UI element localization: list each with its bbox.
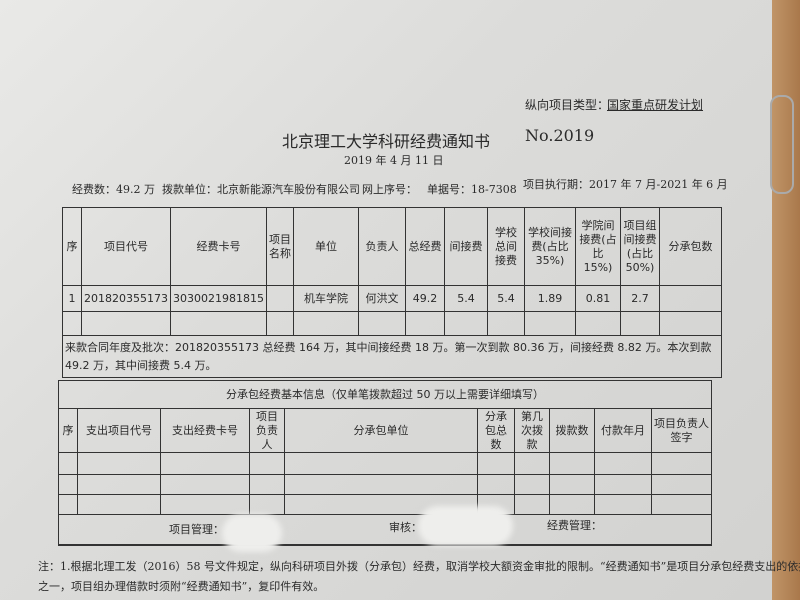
subcontract-title: 分承包经费基本信息（仅单笔拨款超过 50 万以上需要详细填写）	[58, 380, 712, 409]
finance-label: 经费管理：	[547, 519, 602, 532]
header-cell: 项目名称	[265, 207, 294, 286]
subcontract-table: 分承包经费基本信息（仅单笔拨款超过 50 万以上需要详细填写） 序 支出项目代号…	[58, 380, 712, 546]
execution-period: 项目执行期：2017 年 7 月-2021 年 6 月	[523, 178, 728, 191]
cell: 3030021981815	[169, 285, 267, 312]
header-cell: 支出经费卡号	[160, 408, 250, 453]
bill-number: 单据号：18-7308	[427, 183, 517, 196]
cell: 2.7	[619, 285, 660, 312]
header-cell: 付款年月	[594, 408, 652, 453]
header-cell: 支出项目代号	[77, 408, 161, 453]
header-cell: 学校总间接费	[486, 207, 525, 286]
table-header-row: 序 支出项目代号 支出经费卡号 项目负责人 分承包单位 分承包总数 第几次拨款 …	[58, 408, 712, 453]
empty-row	[62, 311, 723, 336]
redacted-signature	[222, 514, 282, 552]
online-number: 网上序号：	[362, 183, 417, 196]
header-cell: 经费卡号	[169, 207, 267, 286]
header-cell: 间接费	[443, 207, 488, 286]
project-type-value: 国家重点研发计划	[607, 98, 704, 112]
header-cell: 序	[62, 207, 82, 286]
funding-table: 序 项目代号 经费卡号 项目名称 单位 负责人 总经费 间接费 学校总间接费 学…	[62, 207, 723, 378]
review-label: 审核：	[389, 521, 422, 534]
header-cell: 项目负责人签字	[651, 408, 712, 453]
header-cell: 项目代号	[81, 207, 171, 286]
cell	[658, 285, 723, 312]
header-cell: 第几次拨款	[514, 408, 550, 453]
document-date: 2019 年 4 月 11 日	[344, 154, 444, 167]
cell: 201820355173	[81, 285, 171, 312]
header-cell: 学院间接费(占比 15%)	[574, 207, 621, 286]
header-cell: 单位	[292, 207, 359, 286]
footnote-line: 之一，项目组办理借款时须附“经费通知书”，复印件有效。	[38, 580, 325, 593]
project-type-label: 纵向项目类型：	[525, 98, 610, 112]
empty-row	[58, 494, 712, 515]
cell: 1.89	[523, 285, 576, 312]
document-title: 北京理工大学科研经费通知书	[282, 132, 491, 151]
footnote-line: 注：1.根据北理工发（2016）58 号文件规定，纵向科研项目外拨（分承包）经费…	[38, 560, 800, 573]
header-cell: 总经费	[404, 207, 445, 286]
header-cell: 负责人	[357, 207, 406, 286]
table-row: 1 201820355173 3030021981815 机车学院 何洪文 49…	[62, 285, 723, 312]
cell: 5.4	[443, 285, 488, 312]
header-cell: 学校间接费(占比 35%)	[523, 207, 576, 286]
header-cell: 分承包单位	[284, 408, 478, 453]
cell: 5.4	[486, 285, 525, 312]
project-management-label: 项目管理：	[169, 523, 224, 536]
header-cell: 分承包数	[658, 207, 723, 286]
payer: 拨款单位：北京新能源汽车股份有限公司	[162, 183, 360, 196]
redacted-signature	[418, 506, 513, 546]
empty-row	[58, 452, 712, 475]
header-cell: 拨款数	[549, 408, 595, 453]
header-cell: 序	[58, 408, 78, 453]
contract-note: 来款合同年度及批次：201820355173 总经费 164 万，其中间接经费 …	[62, 335, 722, 378]
cell: 何洪文	[357, 285, 406, 312]
table-header-row: 序 项目代号 经费卡号 项目名称 单位 负责人 总经费 间接费 学校总间接费 学…	[62, 207, 723, 286]
cell: 49.2	[404, 285, 445, 312]
document-number: No.2019	[525, 126, 595, 145]
header-cell: 分承包总数	[477, 408, 515, 453]
cell	[265, 285, 294, 312]
header-cell: 项目组间接费(占比 50%)	[619, 207, 660, 286]
paper-clip	[770, 95, 794, 194]
header-cell: 项目负责人	[249, 408, 285, 453]
cell: 0.81	[574, 285, 621, 312]
funds-amount: 经费数：49.2 万	[72, 183, 155, 196]
cell: 机车学院	[292, 285, 359, 312]
empty-row	[58, 474, 712, 495]
cell: 1	[62, 285, 82, 312]
